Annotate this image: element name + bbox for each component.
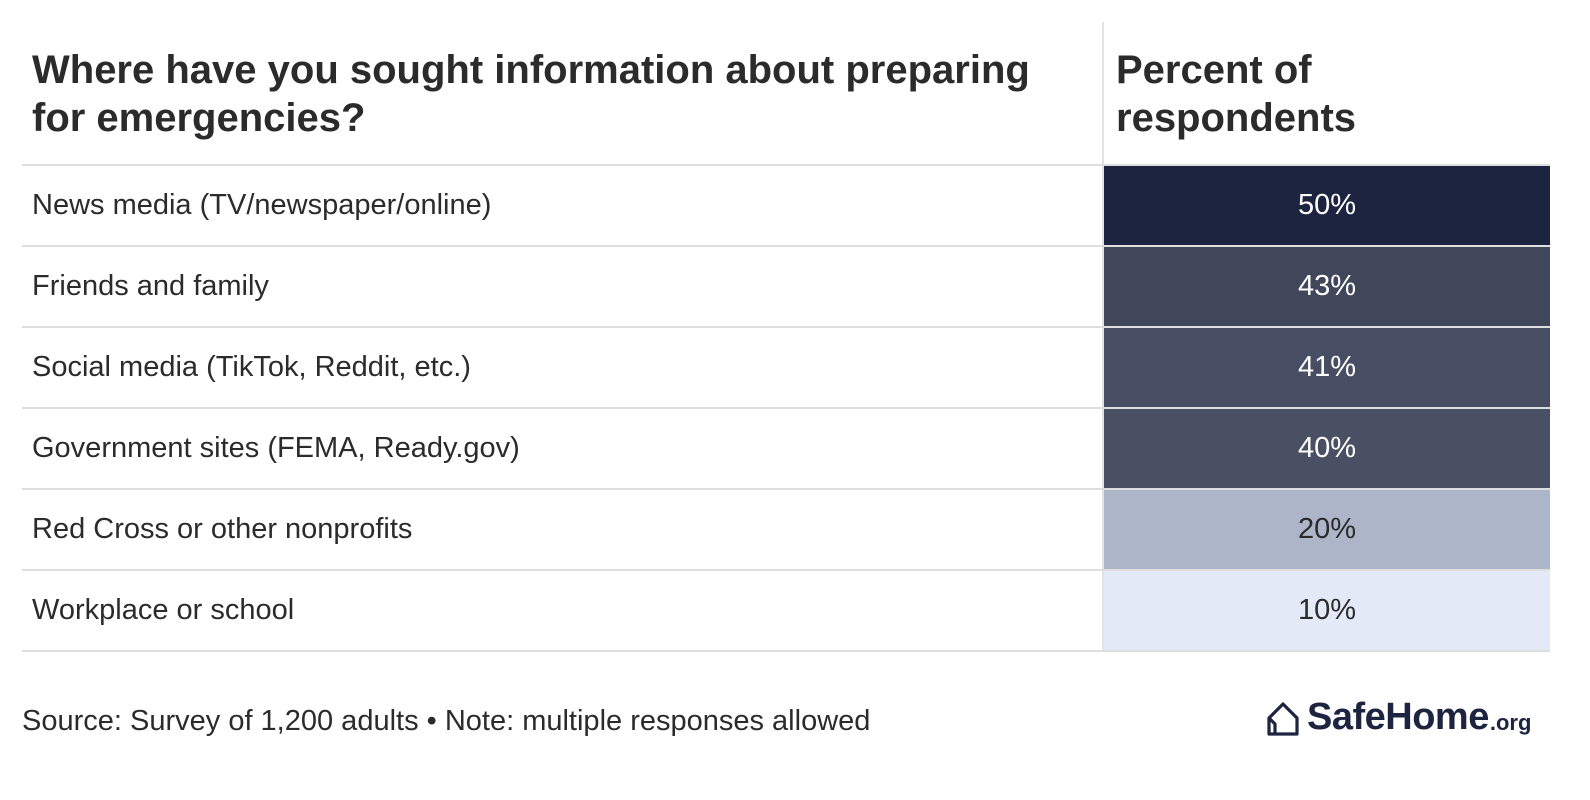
data-table: Where have you sought information about … <box>22 22 1550 652</box>
logo-suffix: .org <box>1489 710 1532 735</box>
row-label: Workplace or school <box>22 571 1104 650</box>
table-row: Red Cross or other nonprofits 20% <box>22 490 1550 571</box>
row-label: News media (TV/newspaper/online) <box>22 166 1104 245</box>
value-cell: 50% <box>1104 166 1550 245</box>
question-header: Where have you sought information about … <box>22 22 1104 164</box>
table-row: Social media (TikTok, Reddit, etc.) 41% <box>22 328 1550 409</box>
value-cell: 43% <box>1104 247 1550 326</box>
logo-wordmark: SafeHome <box>1307 696 1489 738</box>
value-cell: 41% <box>1104 328 1550 407</box>
row-label: Friends and family <box>22 247 1104 326</box>
row-label: Government sites (FEMA, Ready.gov) <box>22 409 1104 488</box>
table-row: Friends and family 43% <box>22 247 1550 328</box>
row-label: Social media (TikTok, Reddit, etc.) <box>22 328 1104 407</box>
house-icon <box>1267 702 1299 736</box>
value-cell: 20% <box>1104 490 1550 569</box>
table-row: News media (TV/newspaper/online) 50% <box>22 166 1550 247</box>
table-row: Government sites (FEMA, Ready.gov) 40% <box>22 409 1550 490</box>
row-label: Red Cross or other nonprofits <box>22 490 1104 569</box>
table-body: News media (TV/newspaper/online) 50% Frien… <box>22 166 1550 652</box>
percent-header: Percent of respondents <box>1116 48 1357 140</box>
source-note: Source: Survey of 1,200 adults • Note: m… <box>22 705 871 737</box>
table-header: Where have you sought information about … <box>22 22 1550 166</box>
safehome-logo: SafeHome .org <box>1265 696 1531 738</box>
table-row: Workplace or school 10% <box>22 571 1550 652</box>
value-cell: 10% <box>1104 571 1550 650</box>
value-cell: 40% <box>1104 409 1550 488</box>
